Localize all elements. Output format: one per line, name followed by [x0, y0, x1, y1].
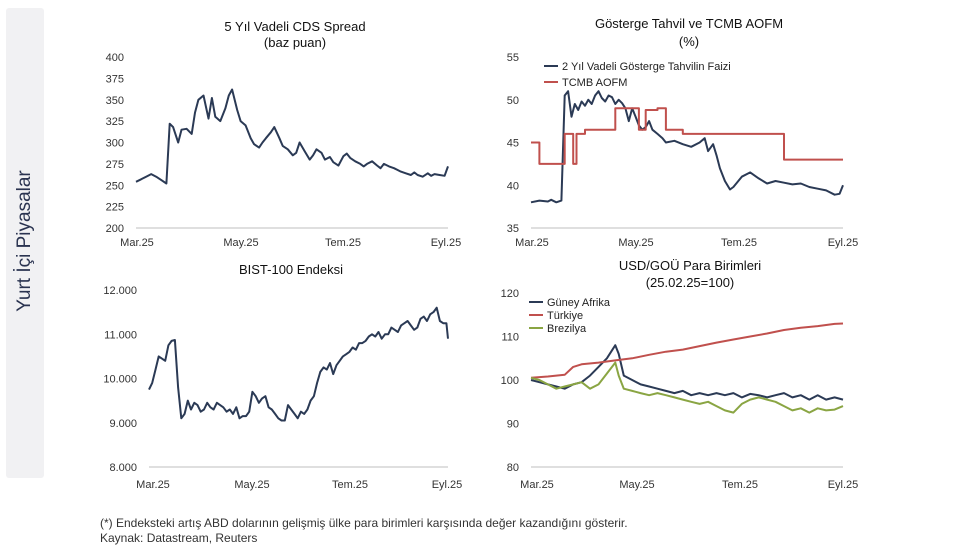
chart-2-xtick-label: Tem.25: [721, 237, 757, 249]
footnote: (*) Endeksteki artış ABD dolarının geliş…: [100, 516, 628, 530]
chart-4-legend-label: Güney Afrika: [547, 297, 611, 309]
chart-4-xtick-label: Eyl.25: [828, 479, 859, 491]
chart-1-ytick-label: 400: [106, 52, 124, 64]
chart-1-xtick-label: May.25: [223, 237, 258, 249]
chart-2-legend-label: TCMB AOFM: [562, 77, 627, 89]
chart-3-ytick-label: 8.000: [109, 462, 137, 474]
chart-3-xtick-label: Tem.25: [332, 479, 368, 491]
chart-1-ytick-label: 250: [106, 180, 124, 192]
chart-1-ytick-label: 375: [106, 73, 124, 85]
chart-4-ytick-label: 100: [501, 375, 519, 387]
chart-1-series-line: [135, 88, 449, 185]
chart-3-series-line: [148, 306, 449, 422]
chart-2-title: Gösterge Tahvil ve TCMB AOFM: [595, 16, 783, 31]
chart-2-ytick-label: 40: [507, 180, 519, 192]
chart-1-ytick-label: 300: [106, 138, 124, 150]
chart-2-xtick-label: May.25: [618, 237, 653, 249]
sidebar: Yurt İçi Piyasalar: [6, 8, 44, 478]
chart-2-series-line: [531, 107, 843, 165]
chart-2-xtick-label: Eyl.25: [828, 237, 859, 249]
chart-2-subtitle: (%): [679, 34, 699, 49]
chart-1-xtick-label: Eyl.25: [431, 237, 462, 249]
chart-4-series-line: [530, 344, 844, 401]
chart-1-ytick-label: 275: [106, 159, 124, 171]
chart-1-title: 5 Yıl Vadeli CDS Spread: [224, 19, 365, 34]
chart-4-ytick-label: 110: [501, 332, 519, 344]
chart-3-xtick-label: Mar.25: [136, 479, 170, 491]
chart-4-ytick-label: 120: [501, 288, 519, 300]
chart-1-xtick-label: Mar.25: [120, 237, 154, 249]
chart-4-ytick-label: 80: [507, 462, 519, 474]
chart-4-xtick-label: May.25: [619, 479, 654, 491]
chart-1-subtitle: (baz puan): [264, 35, 326, 50]
chart-4-series-line: [530, 361, 844, 414]
chart-1-ytick-label: 225: [106, 202, 124, 214]
chart-3-title: BIST-100 Endeksi: [239, 262, 343, 277]
chart-4-series-line: [530, 322, 844, 379]
chart-4-subtitle: (25.02.25=100): [646, 275, 735, 290]
chart-4-xtick-label: Mar.25: [520, 479, 554, 491]
chart-3-xtick-label: May.25: [234, 479, 269, 491]
chart-4-legend-label: Türkiye: [547, 310, 583, 322]
source-note: Kaynak: Datastream, Reuters: [100, 531, 258, 545]
chart-2-ytick-label: 55: [507, 52, 519, 64]
chart-2-xtick-label: Mar.25: [515, 237, 549, 249]
chart-1-xtick-label: Tem.25: [325, 237, 361, 249]
chart-3-ytick-label: 9.000: [109, 418, 137, 430]
chart-4-xtick-label: Tem.25: [722, 479, 758, 491]
chart-2-ytick-label: 35: [507, 223, 519, 235]
chart-2-ytick-label: 50: [507, 95, 519, 107]
chart-2-legend-label: 2 Yıl Vadeli Gösterge Tahvilin Faizi: [562, 61, 731, 73]
chart-1-ytick-label: 200: [106, 223, 124, 235]
chart-1-ytick-label: 325: [106, 116, 124, 128]
chart-3-ytick-label: 10.000: [103, 374, 137, 386]
chart-2-series-line: [530, 90, 844, 204]
chart-3-xtick-label: Eyl.25: [432, 479, 463, 491]
chart-3-ytick-label: 12.000: [103, 285, 137, 297]
chart-3-ytick-label: 11.000: [104, 329, 137, 341]
chart-4-title: USD/GOÜ Para Birimleri: [619, 258, 761, 273]
chart-1-ytick-label: 350: [106, 95, 124, 107]
chart-2-ytick-label: 45: [507, 138, 519, 150]
chart-4-ytick-label: 90: [507, 419, 519, 431]
chart-4-legend-label: Brezilya: [547, 323, 587, 335]
